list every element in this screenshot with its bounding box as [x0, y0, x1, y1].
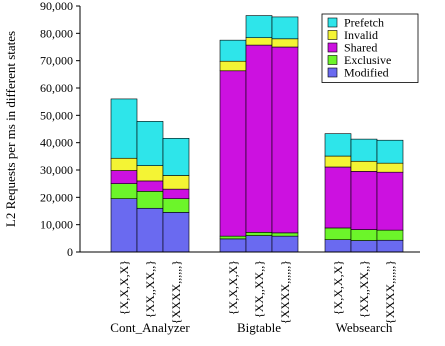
- bar-bigtable-3-invalid: [271, 38, 299, 48]
- bar-bigtable-3-exclusive: [271, 232, 299, 237]
- legend-label-invalid: Invalid: [344, 28, 378, 42]
- x-tick-label: {X,X,X,X}: [226, 260, 240, 315]
- y-tick-label: 30,000: [40, 163, 73, 177]
- bar-cont-analyzer-1-prefetch: [110, 98, 138, 159]
- bar-websearch-3-shared: [376, 171, 404, 231]
- y-tick-label: 60,000: [40, 81, 73, 95]
- bar-bigtable-2-invalid: [245, 37, 273, 46]
- y-tick-label: 90,000: [40, 0, 73, 13]
- bar-cont-analyzer-2-modified: [136, 207, 164, 253]
- bar-cont-analyzer-1-modified: [110, 198, 138, 253]
- bar-websearch-1-exclusive: [324, 227, 352, 241]
- bar-websearch-3-exclusive: [376, 229, 404, 241]
- bar-bigtable-1-invalid: [219, 60, 247, 72]
- bar-websearch-1-modified: [324, 239, 352, 253]
- bar-bigtable-2-modified: [245, 235, 273, 253]
- y-tick-label: 50,000: [40, 108, 73, 122]
- x-tick-label: {XXXX,,,,,,}: [169, 260, 183, 324]
- x-tick-label: {XXXX,,,,,,}: [278, 260, 292, 324]
- y-tick-label: 10,000: [40, 218, 73, 232]
- bar-websearch-1-shared: [324, 166, 352, 229]
- bar-cont-analyzer-3-prefetch: [162, 137, 190, 176]
- bar-bigtable-1-modified: [219, 238, 247, 253]
- bar-bigtable-1-exclusive: [219, 235, 247, 240]
- bar-websearch-2-modified: [350, 240, 378, 253]
- bar-websearch-3-modified: [376, 239, 404, 253]
- bars-layer: [110, 15, 404, 253]
- group-label-cont-analyzer: Cont_Analyzer: [110, 320, 190, 335]
- bar-cont-analyzer-1-exclusive: [110, 183, 138, 200]
- bar-bigtable-2-shared: [245, 44, 273, 233]
- bar-bigtable-2-exclusive: [245, 232, 273, 236]
- bar-websearch-2-exclusive: [350, 229, 378, 241]
- bar-cont-analyzer-2-shared: [136, 180, 164, 192]
- bar-cont-analyzer-3-exclusive: [162, 198, 190, 213]
- legend-label-prefetch: Prefetch: [344, 16, 384, 30]
- bar-cont-analyzer-1-invalid: [110, 157, 138, 171]
- legend-swatch-shared: [327, 42, 338, 53]
- legend-swatch-modified: [327, 67, 338, 78]
- legend-box: [321, 13, 419, 83]
- bar-websearch-2-shared: [350, 171, 378, 230]
- y-axis-label: L2 Requests per ms in different states: [3, 31, 18, 227]
- x-tick-label: {X,X,X,X}: [331, 260, 345, 315]
- bar-bigtable-2-prefetch: [245, 15, 273, 39]
- bar-cont-analyzer-3-invalid: [162, 175, 190, 190]
- bar-bigtable-3-modified: [271, 235, 299, 253]
- legend-swatch-invalid: [327, 30, 338, 40]
- bar-bigtable-3-prefetch: [271, 16, 299, 40]
- y-tick-label: 80,000: [40, 26, 73, 40]
- bar-cont-analyzer-3-shared: [162, 188, 190, 199]
- x-tick-label: {XXXX,,,,,,}: [383, 260, 397, 324]
- y-tick-label: 70,000: [40, 54, 73, 68]
- bar-cont-analyzer-2-prefetch: [136, 121, 164, 166]
- x-tick-label: {X,X,X,X}: [117, 260, 131, 315]
- axis-layer: {X,X,X,X} {XX,,XX,,} {XXXX,,,,,,}Cont_Anal…: [40, 0, 420, 335]
- bar-websearch-3-prefetch: [376, 139, 404, 164]
- bar-websearch-1-invalid: [324, 155, 352, 168]
- bar-websearch-1-prefetch: [324, 133, 352, 157]
- bar-bigtable-3-shared: [271, 46, 299, 234]
- bar-cont-analyzer-2-invalid: [136, 165, 164, 182]
- bar-websearch-2-prefetch: [350, 138, 378, 162]
- bar-bigtable-1-shared: [219, 70, 247, 237]
- bar-bigtable-1-prefetch: [219, 39, 247, 62]
- y-tick-label: 40,000: [40, 136, 73, 150]
- bar-websearch-3-invalid: [376, 162, 404, 173]
- legend-label-exclusive: Exclusive: [344, 53, 391, 67]
- y-tick-label: 0: [67, 245, 73, 259]
- bar-cont-analyzer-2-exclusive: [136, 191, 164, 209]
- x-tick-label: {XX,,XX,,}: [252, 260, 266, 318]
- legend-swatch-exclusive: [327, 55, 338, 65]
- bar-cont-analyzer-3-modified: [162, 212, 190, 253]
- y-tick-label: 20,000: [40, 190, 73, 204]
- x-tick-label: {XX,,XX,,}: [357, 260, 371, 318]
- legend-swatch-prefetch: [327, 17, 338, 28]
- group-label-websearch: Websearch: [336, 320, 393, 335]
- group-label-bigtable: Bigtable: [237, 320, 281, 335]
- legend-label-shared: Shared: [344, 41, 377, 55]
- x-tick-label: {XX,,XX,,}: [143, 260, 157, 318]
- bar-cont-analyzer-1-shared: [110, 170, 138, 184]
- bar-websearch-2-invalid: [350, 160, 378, 172]
- legend-label-modified: Modified: [344, 66, 389, 80]
